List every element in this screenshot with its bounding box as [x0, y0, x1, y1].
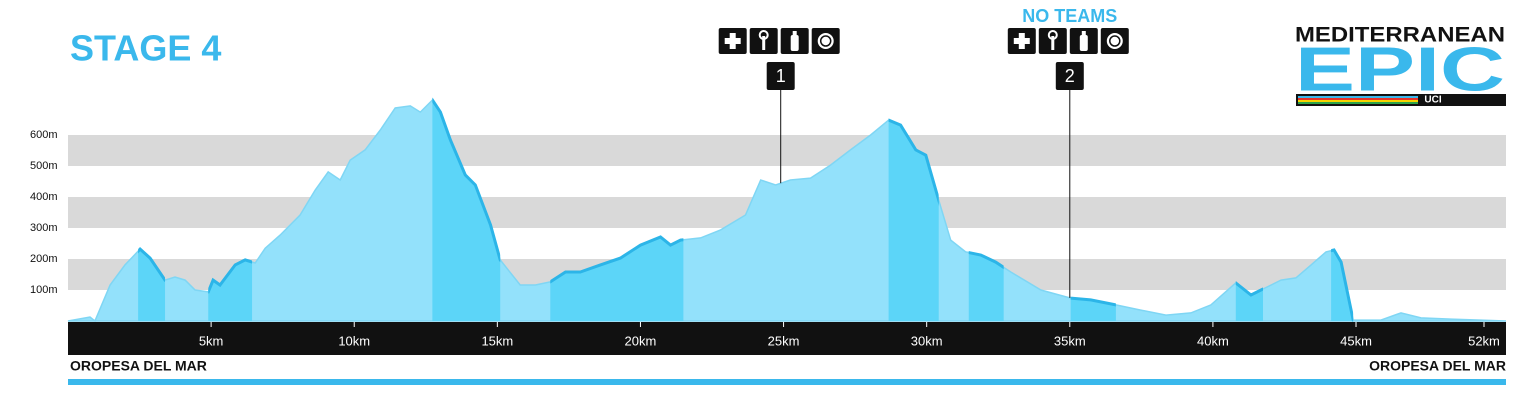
station-note: NO TEAMS — [1022, 6, 1117, 26]
icon-shape — [792, 31, 797, 35]
station-label: 2 — [1065, 66, 1075, 86]
climb-area — [208, 259, 253, 321]
climb-area — [550, 237, 684, 321]
climb-area — [432, 100, 501, 321]
x-tick-label: 20km — [625, 333, 657, 348]
chart-title: STAGE 4 — [70, 28, 221, 69]
x-tick-label: 5km — [199, 333, 224, 348]
start-label: OROPESA DEL MAR — [70, 358, 207, 374]
x-tick-label: 52km — [1468, 333, 1500, 348]
y-tick-label: 600m — [30, 129, 58, 141]
finish-label: OROPESA DEL MAR — [1369, 358, 1506, 374]
icon-shape — [790, 35, 799, 51]
axis-bar — [68, 322, 1506, 355]
y-tick-label: 300m — [30, 222, 58, 234]
climb-area — [1331, 250, 1354, 321]
x-tick-label: 30km — [911, 333, 943, 348]
climb-area — [888, 120, 939, 321]
x-tick-label: 10km — [338, 333, 370, 348]
x-tick-label: 40km — [1197, 333, 1229, 348]
climb-area — [968, 252, 1004, 321]
logo: MEDITERRANEAN EPIC UCI — [1295, 24, 1506, 106]
climb-area — [138, 249, 166, 321]
y-tick-label: 200m — [30, 253, 58, 265]
logo-word: EPIC — [1295, 35, 1505, 104]
x-tick-label: 35km — [1054, 333, 1086, 348]
logo-stripe — [1298, 102, 1418, 104]
logo-name: MEDITERRANEAN — [1295, 24, 1505, 47]
grid-band — [68, 135, 1506, 166]
icon-shape — [762, 36, 766, 50]
icon-shape — [819, 35, 832, 47]
icon-shape — [1047, 30, 1058, 40]
climb-line — [208, 258, 253, 294]
icon-shape — [758, 30, 769, 40]
station-box — [1055, 62, 1084, 90]
icon-shape — [1109, 35, 1121, 47]
x-tick-label: 15km — [481, 333, 513, 348]
y-tick-label: 500m — [30, 160, 58, 172]
icon-shape — [729, 33, 736, 49]
station-label: 1 — [776, 66, 786, 86]
icon-shape — [1079, 35, 1088, 51]
x-tick-label: 25km — [768, 333, 800, 348]
y-tick-label: 400m — [30, 191, 58, 203]
x-tick-label: 45km — [1340, 333, 1372, 348]
icon-shape — [1051, 36, 1055, 50]
climb-line — [550, 235, 684, 284]
logo-stripe — [1298, 100, 1418, 102]
station-box — [766, 62, 795, 90]
logo-badge: UCI — [1424, 95, 1441, 106]
route-line — [68, 379, 1506, 385]
logo-stripe — [1298, 96, 1418, 98]
y-tick-label: 100m — [30, 284, 58, 296]
icon-shape — [1081, 31, 1086, 35]
icon-shape — [1018, 33, 1025, 49]
logo-stripe — [1298, 98, 1418, 100]
